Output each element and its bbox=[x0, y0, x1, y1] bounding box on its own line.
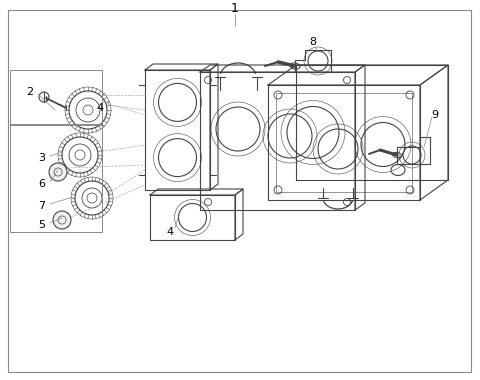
Text: 7: 7 bbox=[38, 201, 46, 211]
Bar bbox=[150, 195, 235, 240]
Bar bbox=[276, 93, 412, 192]
Text: 5: 5 bbox=[38, 220, 46, 230]
Text: 9: 9 bbox=[432, 110, 439, 120]
Text: 4: 4 bbox=[96, 103, 104, 113]
Text: 2: 2 bbox=[26, 87, 34, 97]
Text: 4: 4 bbox=[167, 227, 174, 237]
Text: 8: 8 bbox=[310, 37, 317, 47]
Circle shape bbox=[53, 211, 71, 229]
Bar bbox=[10, 124, 102, 232]
Bar bbox=[200, 72, 355, 210]
Text: 1: 1 bbox=[231, 2, 239, 14]
Text: 3: 3 bbox=[38, 153, 46, 163]
Bar bbox=[10, 70, 102, 125]
Bar bbox=[268, 85, 420, 200]
Text: 6: 6 bbox=[38, 179, 46, 189]
Bar bbox=[145, 70, 210, 190]
Circle shape bbox=[49, 163, 67, 181]
